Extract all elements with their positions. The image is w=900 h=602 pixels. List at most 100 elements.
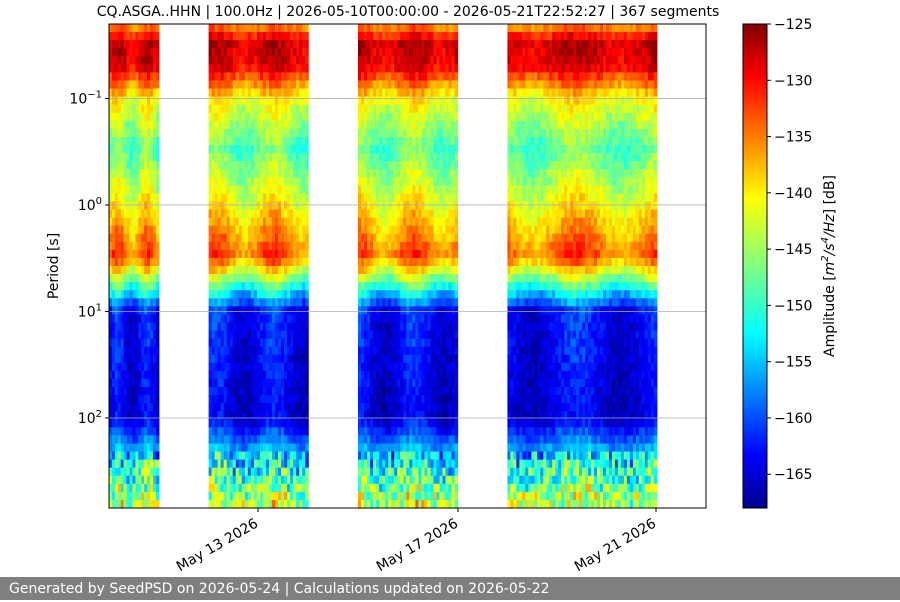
heatmap-cell (268, 274, 273, 283)
heatmap-cell (235, 32, 240, 41)
heatmap-cell (299, 330, 303, 340)
heatmap-cell (284, 266, 288, 275)
heatmap-cell (271, 274, 276, 283)
heatmap-cell (253, 225, 258, 235)
heatmap-cell (277, 306, 282, 315)
heatmap-cell (109, 56, 113, 65)
heatmap-cell (265, 338, 270, 348)
heatmap-cell (241, 387, 246, 396)
heatmap-cell (138, 161, 142, 170)
heatmap-cell (235, 314, 240, 324)
heatmap-cell (412, 298, 416, 307)
heatmap-cell (412, 48, 416, 57)
heatmap-cell (229, 483, 234, 493)
heatmap-cell (126, 330, 131, 340)
heatmap-cell (126, 395, 131, 404)
heatmap-cell (235, 169, 240, 178)
heatmap-cell (302, 257, 306, 267)
heatmap-cell (418, 185, 422, 194)
heatmap-cell (361, 411, 365, 420)
heatmap-cell (293, 459, 297, 469)
heatmap-cell (299, 32, 303, 41)
heatmap-cell (141, 354, 145, 364)
heatmap-cell (433, 40, 438, 49)
heatmap-cell (152, 346, 157, 356)
heatmap-cell (238, 282, 243, 291)
heatmap-cell (406, 298, 410, 307)
heatmap-cell (394, 145, 398, 154)
heatmap-cell (262, 193, 267, 203)
heatmap-cell (271, 298, 276, 307)
heatmap-cell (135, 241, 139, 251)
heatmap-cell (305, 362, 309, 372)
heatmap-cell (235, 257, 240, 267)
heatmap-cell (305, 451, 309, 461)
heatmap-cell (445, 499, 450, 509)
heatmap-cell (379, 24, 383, 33)
heatmap-cell (290, 185, 294, 194)
heatmap-cell (299, 64, 303, 73)
heatmap-cell (259, 193, 264, 203)
heatmap-cell (376, 370, 380, 380)
heatmap-cell (287, 435, 291, 445)
heatmap-cell (250, 467, 255, 477)
heatmap-cell (250, 169, 255, 178)
heatmap-cell (241, 274, 246, 283)
heatmap-cell (129, 451, 134, 461)
heatmap-cell (433, 435, 438, 445)
heatmap-cell (439, 435, 444, 445)
heatmap-cell (400, 282, 404, 291)
heatmap-cell (409, 322, 413, 332)
heatmap-cell (109, 161, 113, 170)
heatmap-cell (415, 298, 419, 307)
heatmap-cell (406, 443, 410, 453)
heatmap-cell (385, 249, 389, 259)
heatmap-cell (232, 104, 237, 114)
heatmap-cell (388, 201, 392, 211)
heatmap-cell (152, 451, 157, 461)
heatmap-cell (265, 378, 270, 388)
heatmap-cell (114, 290, 119, 299)
heatmap-cell (114, 266, 119, 275)
heatmap-cell (152, 322, 157, 332)
heatmap-cell (385, 354, 389, 364)
heatmap-cell (409, 40, 413, 49)
heatmap-cell (379, 56, 383, 65)
heatmap-cell (430, 475, 435, 485)
heatmap-cell (281, 483, 285, 493)
heatmap-cell (391, 419, 395, 428)
heatmap-cell (220, 290, 225, 299)
heatmap-cell (406, 177, 410, 186)
heatmap-cell (364, 169, 368, 178)
heatmap-cell (235, 120, 240, 130)
heatmap-cell (123, 177, 128, 186)
heatmap-cell (238, 56, 243, 65)
heatmap-cell (400, 233, 404, 243)
heatmap-cell (138, 104, 142, 114)
heatmap-cell (454, 40, 459, 49)
heatmap-cell (358, 201, 362, 211)
heatmap-cell (144, 483, 148, 493)
heatmap-cell (397, 298, 401, 307)
heatmap-cell (364, 161, 368, 170)
heatmap-cell (454, 467, 459, 477)
heatmap-cell (123, 338, 128, 348)
heatmap-cell (424, 249, 428, 259)
heatmap-cell (299, 395, 303, 404)
heatmap-cell (284, 443, 288, 453)
heatmap-cell (126, 314, 131, 324)
heatmap-cell (244, 145, 249, 154)
heatmap-cell (247, 395, 252, 404)
heatmap-cell (385, 185, 389, 194)
heatmap-cell (114, 387, 119, 396)
heatmap-cell (370, 491, 374, 501)
heatmap-cell (448, 249, 453, 259)
heatmap-cell (451, 411, 456, 420)
heatmap-cell (415, 96, 419, 106)
heatmap-cell (253, 145, 258, 154)
heatmap-cell (232, 403, 237, 412)
heatmap-cell (284, 209, 288, 219)
heatmap-cell (126, 40, 131, 49)
heatmap-cell (141, 266, 145, 275)
heatmap-cell (147, 201, 151, 211)
